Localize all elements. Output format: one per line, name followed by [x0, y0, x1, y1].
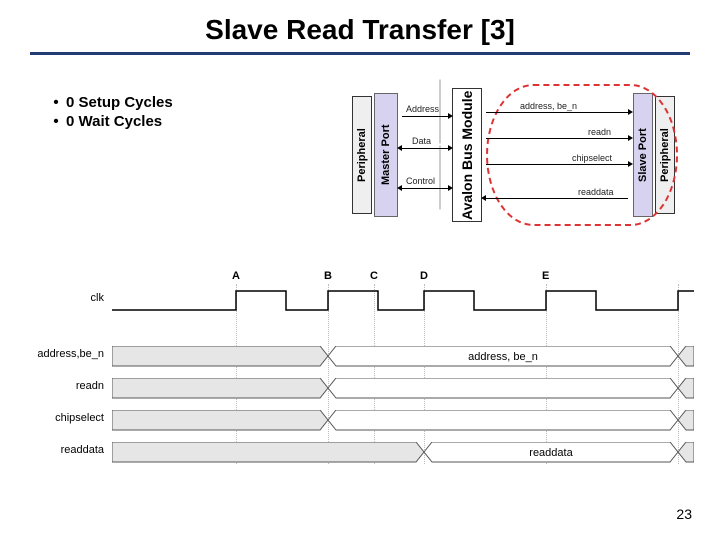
- sig-right-2: chipselect: [572, 153, 612, 163]
- avalon-bus-label: Avalon Bus Module: [453, 89, 481, 221]
- sig-left-0: Address: [406, 104, 439, 114]
- bullet-1: 0 Wait Cycles: [66, 113, 162, 130]
- bullet-0: 0 Setup Cycles: [66, 94, 173, 111]
- peripheral-left-label: Peripheral: [353, 97, 371, 213]
- slide-title: Slave Read Transfer [3]: [205, 14, 515, 46]
- sig-left-1: Data: [412, 136, 431, 146]
- master-port-label: Master Port: [375, 94, 397, 216]
- timing-label-clk: clk: [26, 292, 104, 304]
- timing-wave-chipselect: [112, 410, 694, 432]
- timing-label-readdata: readdata: [26, 444, 104, 456]
- sig-right-1: readn: [588, 127, 611, 137]
- timing-wave-readdata: readdata: [112, 442, 694, 464]
- sig-right-3: readdata: [578, 187, 614, 197]
- timing-col-E: E: [542, 270, 549, 282]
- block-diagram: ｜ ｜ Peripheral Master Port Avalon Bus Mo…: [352, 88, 687, 228]
- title-underline: [30, 52, 690, 55]
- sig-left-2: Control: [406, 176, 435, 186]
- timing-wave-address,be_n: address, be_n: [112, 346, 694, 368]
- timing-col-B: B: [324, 270, 332, 282]
- timing-label-chipselect: chipselect: [26, 412, 104, 424]
- timing-label-readn: readn: [26, 380, 104, 392]
- svg-text:address, be_n: address, be_n: [468, 351, 538, 363]
- svg-text:readdata: readdata: [529, 447, 573, 459]
- timing-wave-clk: [112, 290, 694, 312]
- page-number: 23: [676, 506, 692, 522]
- bullet-list: •0 Setup Cycles •0 Wait Cycles: [46, 92, 173, 132]
- timing-col-A: A: [232, 270, 240, 282]
- timing-col-C: C: [370, 270, 378, 282]
- timing-diagram: A B C D E clk address,be_nreadn chipselect read…: [26, 270, 694, 480]
- timing-wave-readn: [112, 378, 694, 400]
- timing-label-address,be_n: address,be_n: [26, 348, 104, 360]
- timing-col-D: D: [420, 270, 428, 282]
- sig-right-0: address, be_n: [520, 101, 577, 111]
